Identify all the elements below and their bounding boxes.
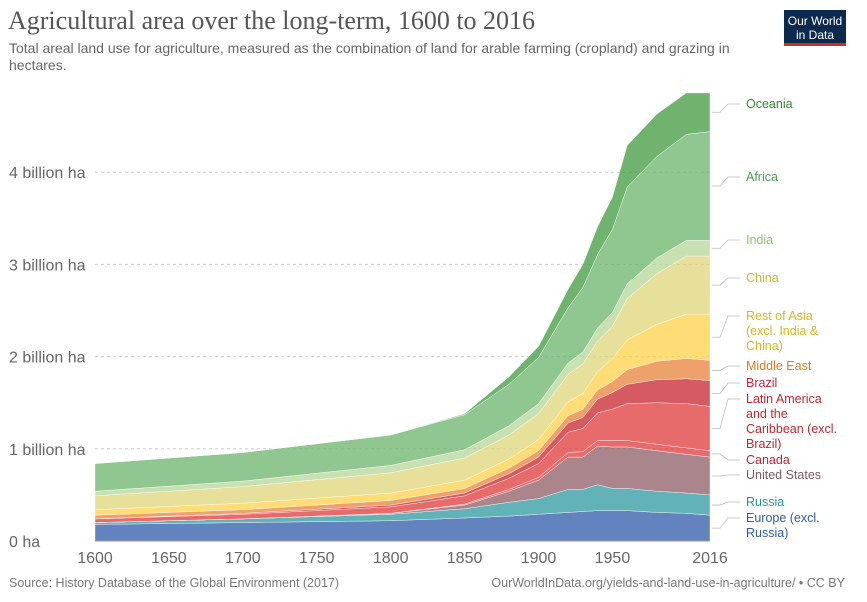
owid-logo[interactable]: Our World in Data [784, 10, 846, 46]
legend-label: Canada [746, 453, 790, 467]
legend-label: India [746, 233, 773, 247]
legend-label: United States [746, 468, 821, 482]
x-tick-label: 1650 [151, 550, 187, 567]
x-tick-label: 2016 [692, 550, 728, 567]
legend-connector [712, 474, 740, 477]
legend-connector [712, 398, 740, 429]
legend-label: Brazil [746, 376, 777, 390]
legend-connector [712, 277, 740, 286]
legend-label: Middle East [746, 359, 812, 373]
logo-line-1: Our World [787, 14, 843, 28]
legend-connector [712, 517, 740, 529]
legend-label: Europe (excl. Russia) [746, 511, 820, 540]
y-tick-label: 2 billion ha [9, 350, 86, 367]
chart-subtitle: Total areal land use for agriculture, me… [9, 40, 730, 73]
logo-line-2: in Data [795, 28, 835, 42]
x-tick-label: 1900 [521, 550, 557, 567]
y-tick-label: 4 billion ha [9, 165, 86, 182]
x-tick-label: 1850 [447, 550, 483, 567]
y-tick-label: 0 ha [9, 534, 40, 551]
chart-title: Agricultural area over the long-term, 16… [8, 6, 536, 35]
x-tick-label: 1700 [225, 550, 261, 567]
x-tick-label: 1600 [77, 550, 113, 567]
area-series-11 [94, 92, 711, 464]
legend-connector [712, 382, 740, 394]
logo-accent-bar [784, 43, 846, 46]
legend-label: Latin America and the Caribbean (excl. Braz… [746, 392, 837, 451]
legend-label: Rest of Asia (excl. India & China) [746, 309, 819, 353]
x-tick-label: 1950 [595, 550, 631, 567]
legend-label: China [746, 271, 779, 285]
legend-label: Russia [746, 495, 784, 509]
legend-connector [712, 501, 740, 506]
legend-layer: Oceania Africa India China Rest of Asia (excl… [712, 97, 837, 540]
legend-connector [712, 365, 740, 371]
y-tick-label: 1 billion ha [9, 442, 86, 459]
legend-connector [712, 103, 740, 113]
legend-connector [712, 176, 740, 187]
source-note: Source: History Database of the Global E… [9, 576, 340, 590]
legend-label: Africa [746, 170, 778, 184]
legend-connector [712, 315, 740, 338]
area-layer [94, 92, 711, 542]
axis-layer: 0 ha 1 billion ha 2 billion ha 3 billion ha… [9, 165, 728, 567]
source-link[interactable]: OurWorldInData.org/yields-and-land-use-i… [491, 576, 845, 590]
legend-connector [712, 239, 740, 249]
y-tick-label: 3 billion ha [9, 257, 86, 274]
x-tick-label: 1800 [373, 550, 409, 567]
legend-connector [712, 453, 740, 461]
x-tick-label: 1750 [299, 550, 335, 567]
legend-label: Oceania [746, 97, 793, 111]
